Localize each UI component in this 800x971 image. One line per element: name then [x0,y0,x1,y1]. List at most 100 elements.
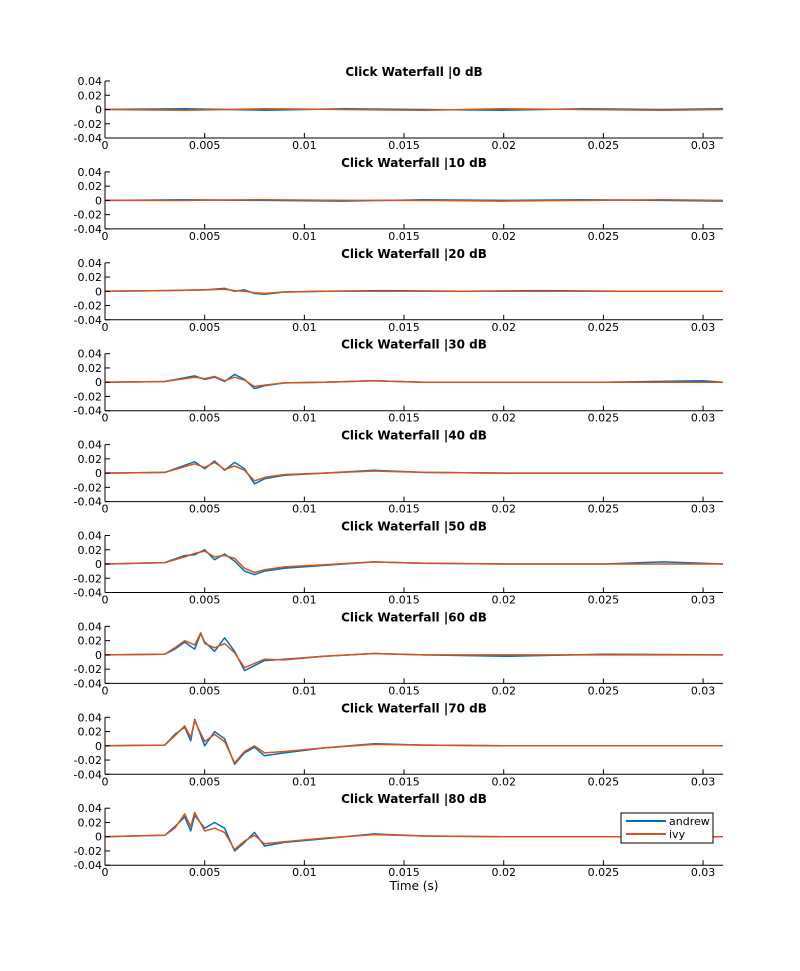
y-tick-label: 0.04 [78,711,103,724]
y-tick-label: 0.04 [78,530,103,543]
x-tick-label: 0.01 [292,321,317,334]
y-tick-label: 0 [95,558,102,571]
panel-1: Click Waterfall |10 dB0.040.020-0.02-0.0… [74,156,724,243]
x-tick-label: 0.03 [691,775,716,788]
y-tick-label: 0.02 [78,453,103,466]
panel-title: Click Waterfall |50 dB [341,520,487,534]
series-line-ivy [105,198,724,202]
y-tick-label: 0 [95,649,102,662]
x-tick-label: 0.025 [588,503,620,516]
legend-box [620,812,714,844]
panel-6: Click Waterfall |60 dB 0.04 0.02 0-0.02-0.0… [74,610,724,697]
series-line-ivy [104,108,724,111]
x-tick-label: 0.025 [588,412,620,425]
y-tick-label: 0 [95,740,102,753]
panel-title: Click Waterfall |0 dB [345,65,482,79]
y-tick-label: 0 [95,194,102,207]
y-tick-label: 0.04 [78,75,103,88]
x-tick-label: 0.01 [292,230,317,243]
x-tick-label: 0 [102,139,109,152]
x-tick-label: 0 [102,412,109,425]
y-tick-label: -0.02 [74,209,102,222]
y-tick-label: 0.04 [78,166,103,179]
x-tick-label: 0.025 [588,594,620,607]
series-line-ivy [104,632,723,669]
panel-7: Click Waterfall |70 dB0.040.020-0.02-0.0… [74,701,723,788]
x-tick-label: 0.015 [388,775,420,788]
y-tick-label: 0.04 [78,620,103,633]
x-tick-label: 0.03 [691,321,716,334]
x-tick-label: 0.005 [189,412,221,425]
x-tick-label: 0.025 [588,684,620,697]
y-tick-label: 0.02 [78,89,103,102]
y-tick-label: 0 [95,376,102,389]
legend: andrew ivy [620,812,714,844]
legend-label-andrew: andrew [669,815,710,828]
y-tick-label: 0.04 [78,257,103,270]
series-line-ivy [104,550,723,574]
x-tick-label: 0 [102,230,109,243]
x-tick-label: 0.015 [388,321,420,334]
y-tick-label: 0.04 [78,802,103,815]
x-tick-label: 0.03 [691,866,716,879]
x-tick-label: 0.015 [388,866,420,879]
y-tick-label: -0.02 [74,663,102,676]
x-tick-label: 0.005 [189,594,221,607]
y-tick-label: 0.02 [78,180,103,193]
y-tick-label: -0.04 [74,768,102,781]
y-tick-label: 0.02 [78,544,103,557]
y-tick-label: -0.02 [74,300,102,313]
panel-title: Click Waterfall |60 dB [341,610,487,624]
x-tick-label: 0 [102,594,109,607]
y-tick-label: 0.02 [78,271,103,284]
panel-title: Click Waterfall |30 dB [341,338,487,352]
x-tick-label: 0.005 [189,230,221,243]
x-tick-label: 0.025 [588,321,620,334]
series-line-ivy [104,375,723,388]
x-tick-label: 0.025 [588,866,620,879]
x-tick-label: 0.03 [691,503,716,516]
panel-3: Click Waterfall |30 dB0.040.020-0.02-0.0… [74,338,724,425]
y-tick-label: -0.04 [74,132,102,145]
x-tick-label: 0.01 [292,866,317,879]
x-tick-label: 0 [102,866,109,879]
x-tick-label: 0.005 [189,139,221,152]
y-tick-label: 0.02 [78,726,103,739]
x-tick-label: 0 [102,503,109,516]
y-tick-label: -0.04 [74,405,102,418]
y-tick-label: 0 [95,104,102,117]
y-tick-label: -0.02 [74,481,102,494]
x-tick-label: 0.03 [691,412,716,425]
x-tick-label: 0.025 [588,775,620,788]
y-tick-label: 0 [95,285,102,298]
panel-title: Click Waterfall |20 dB [341,247,487,261]
x-tick-label: 0 [102,321,109,334]
x-tick-label: 0.015 [388,230,420,243]
x-tick-label: 0.02 [491,321,516,334]
y-tick-label: 0.04 [78,348,103,361]
series-line-ivy [104,461,723,482]
x-tick-label: 0.03 [691,594,716,607]
x-tick-label: 0.005 [189,684,221,697]
x-tick-label: 0 [102,684,109,697]
panel-8: Click Waterfall |80 dB0.040.020-0.02-0.0… [74,792,723,879]
legend-label-ivy: ivy [669,828,686,841]
y-tick-label: 0.02 [78,362,103,375]
x-tick-label: 0.005 [189,775,221,788]
x-tick-label: 0.02 [491,684,516,697]
x-tick-label: 0.015 [388,503,420,516]
x-tick-label: 0.02 [491,503,516,516]
series-line-ivy [104,811,723,851]
panel-title: Click Waterfall |10 dB [341,156,487,170]
x-tick-label: 0 [102,775,109,788]
x-tick-label: 0.025 [588,139,620,152]
y-tick-label: -0.04 [74,677,102,690]
y-tick-label: 0.04 [78,439,103,452]
x-tick-label: 0.01 [292,684,317,697]
x-tick-label: 0.01 [292,503,317,516]
y-tick-label: -0.02 [74,754,102,767]
x-tick-label: 0.015 [388,412,420,425]
panel-5: Click Waterfall |50 dB0.040.020-0.02-0.0… [74,520,724,607]
panel-title: Click Waterfall |80 dB [341,792,487,806]
x-tick-label: 0.005 [189,503,221,516]
